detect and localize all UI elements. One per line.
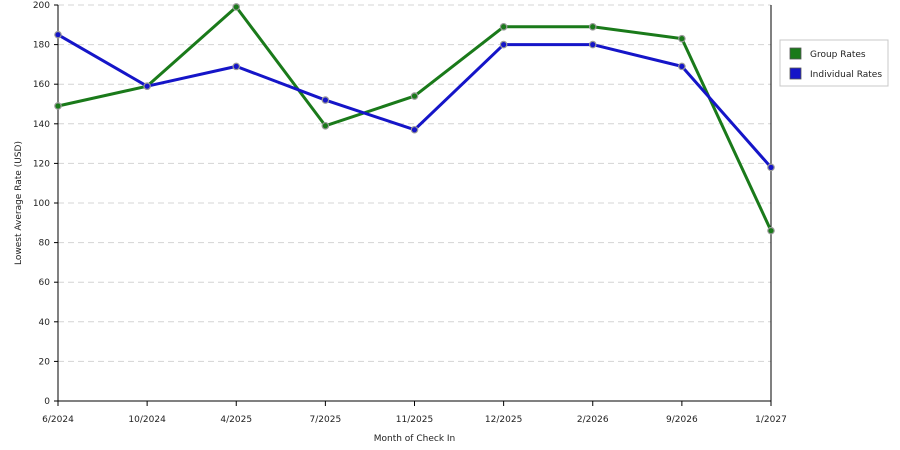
- y-tick-label: 80: [39, 239, 51, 249]
- data-point: [588, 40, 597, 49]
- x-tick-label: 6/2024: [42, 415, 74, 425]
- series-line: [57, 5, 773, 232]
- data-point: [143, 82, 151, 90]
- data-point: [767, 226, 775, 235]
- x-tick-label: 10/2024: [128, 415, 166, 425]
- legend-swatch: [789, 47, 802, 60]
- data-point: [321, 121, 330, 130]
- x-tick-label: 1/2027: [755, 415, 787, 425]
- data-point: [232, 3, 241, 11]
- y-tick-label: 100: [33, 199, 50, 209]
- series-line: [57, 33, 773, 169]
- data-point: [232, 62, 241, 71]
- legend-swatch: [789, 67, 802, 80]
- x-tick-label: 9/2026: [666, 415, 698, 425]
- series-2: [54, 30, 775, 172]
- y-tick-label: 60: [39, 278, 51, 288]
- y-tick-label: 120: [33, 159, 50, 169]
- series: [54, 3, 775, 235]
- grid-lines: [58, 4, 771, 362]
- data-point: [499, 40, 508, 49]
- y-tick-label: 140: [33, 120, 50, 130]
- y-tick-label: 20: [39, 357, 51, 367]
- data-point: [678, 34, 686, 43]
- data-point: [678, 62, 686, 71]
- y-axis-title: Lowest Average Rate (USD): [14, 141, 24, 265]
- data-point: [54, 102, 62, 110]
- x-tick-label: 4/2025: [220, 415, 252, 425]
- data-point: [321, 96, 330, 104]
- data-point: [410, 125, 419, 134]
- x-axis-title: Month of Check In: [374, 434, 456, 444]
- data-point: [54, 30, 62, 39]
- y-tick-label: 0: [44, 397, 50, 407]
- x-tick-label: 12/2025: [485, 415, 522, 425]
- data-point: [588, 22, 597, 31]
- y-tick-label: 200: [33, 1, 50, 11]
- y-tick-label: 180: [33, 41, 50, 51]
- legend: Group Rates Individual Rates: [779, 39, 889, 87]
- legend-label: Individual Rates: [810, 70, 882, 80]
- data-point: [410, 92, 419, 100]
- data-point: [767, 163, 775, 172]
- series-1: [54, 3, 775, 235]
- y-tick-label: 40: [39, 318, 51, 328]
- y-ticks: 0 20 40 60 80 100 120 140 160 180 200: [33, 1, 58, 407]
- x-tick-label: 2/2026: [577, 415, 609, 425]
- x-tick-label: 11/2025: [396, 415, 433, 425]
- x-tick-label: 7/2025: [310, 415, 342, 425]
- y-tick-label: 160: [33, 80, 50, 90]
- axes: [57, 5, 772, 402]
- data-point: [499, 22, 508, 31]
- legend-label: Group Rates: [810, 50, 866, 60]
- x-ticks: 6/2024 10/2024 4/2025 7/2025 11/2025 12/2025 2…: [42, 401, 787, 425]
